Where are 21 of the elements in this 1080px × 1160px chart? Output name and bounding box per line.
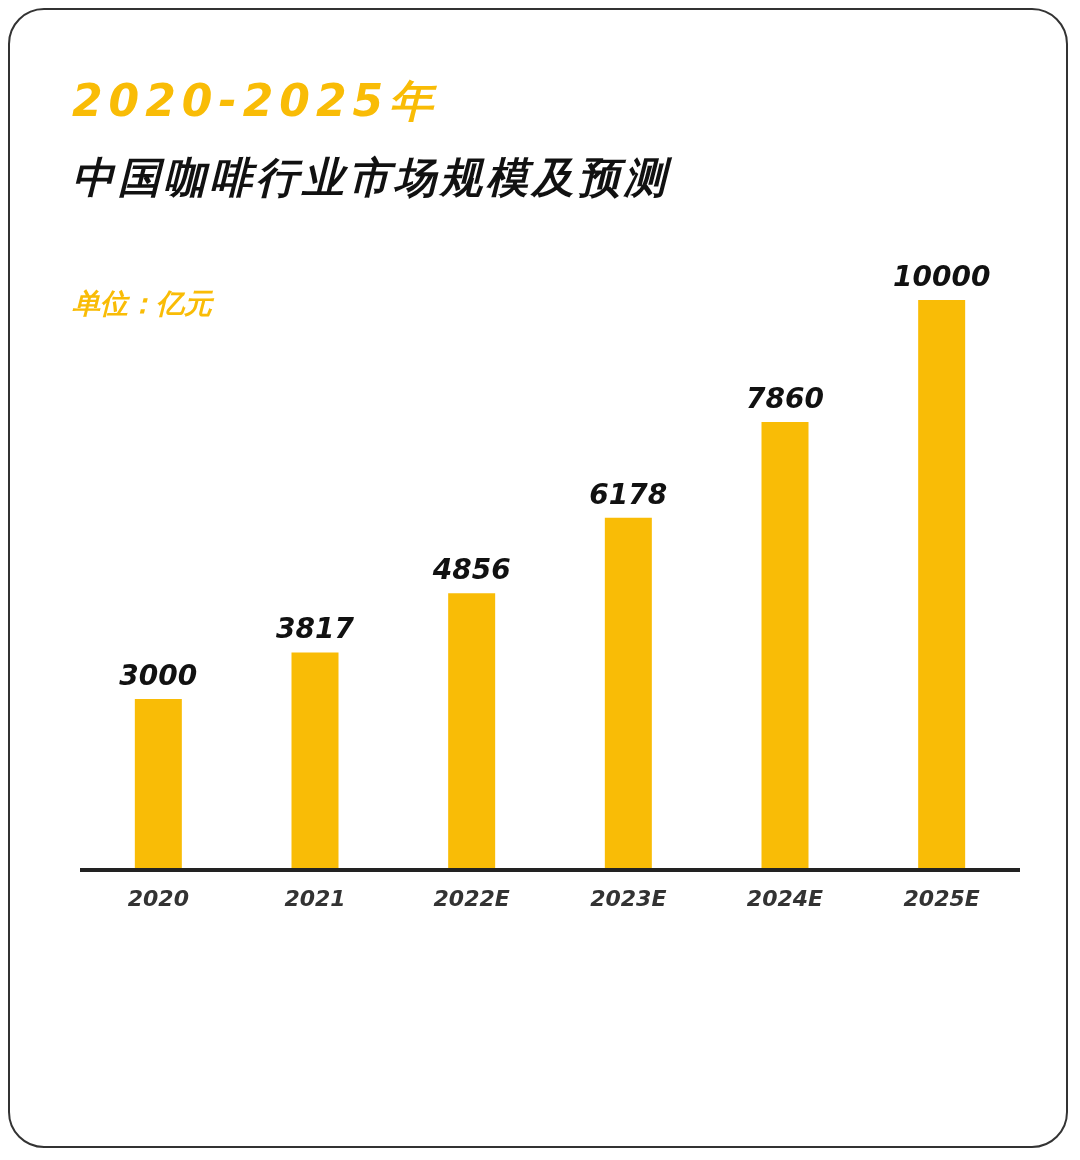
x-tick-label: 2020 xyxy=(127,885,189,911)
chart-title: 2020-2025年 xyxy=(72,74,440,128)
data-label: 6178 xyxy=(589,477,668,511)
x-tick-label: 2022E xyxy=(433,885,510,911)
bar xyxy=(604,517,652,870)
data-label: 10000 xyxy=(892,260,991,293)
bar xyxy=(761,421,809,870)
x-tick-label: 2021 xyxy=(284,885,346,911)
annotation: 单位：亿元 xyxy=(72,286,212,322)
x-tick-label: 2023E xyxy=(590,885,667,911)
data-label: 7860 xyxy=(746,381,824,415)
bar xyxy=(134,699,182,870)
x-tick-label: 2024E xyxy=(746,885,824,911)
chart-subtitle: 中国咖啡行业市场规模及预测 xyxy=(72,152,670,204)
x-tick-label: 2025E xyxy=(903,885,980,911)
bar xyxy=(918,300,966,870)
bar xyxy=(448,593,496,870)
data-label: 4856 xyxy=(431,553,511,587)
data-label: 3000 xyxy=(119,659,198,692)
data-label: 3817 xyxy=(276,612,355,646)
bar xyxy=(291,652,339,870)
